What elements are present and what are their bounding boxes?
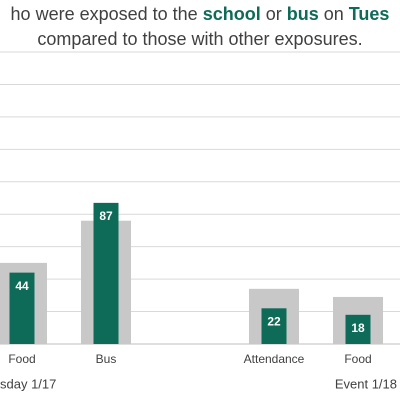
title-part: school (203, 4, 261, 24)
value-label: 22 (267, 314, 281, 328)
value-label: 44 (15, 279, 29, 293)
title-part: on (319, 4, 349, 24)
title-part: bus (287, 4, 319, 24)
chart-title: ho were exposed to the school or bus on … (11, 4, 390, 24)
group-label: Event 1/18 (335, 376, 397, 391)
value-label: 87 (99, 209, 113, 223)
title-part: Tues (349, 4, 390, 24)
bar (345, 314, 371, 344)
x-tick-label: Attendance (244, 352, 305, 366)
bar (261, 308, 287, 344)
value-label: 18 (351, 321, 365, 335)
bar (9, 272, 35, 344)
x-tick-label: Food (344, 352, 371, 366)
chart-subtitle: compared to those with other exposures. (37, 29, 362, 49)
title-part: or (261, 4, 287, 24)
x-tick-label: Food (8, 352, 35, 366)
title-part: ho were exposed to the (11, 4, 203, 24)
group-label: sday 1/17 (0, 376, 56, 391)
x-tick-label: Bus (96, 352, 117, 366)
bar (93, 202, 119, 344)
